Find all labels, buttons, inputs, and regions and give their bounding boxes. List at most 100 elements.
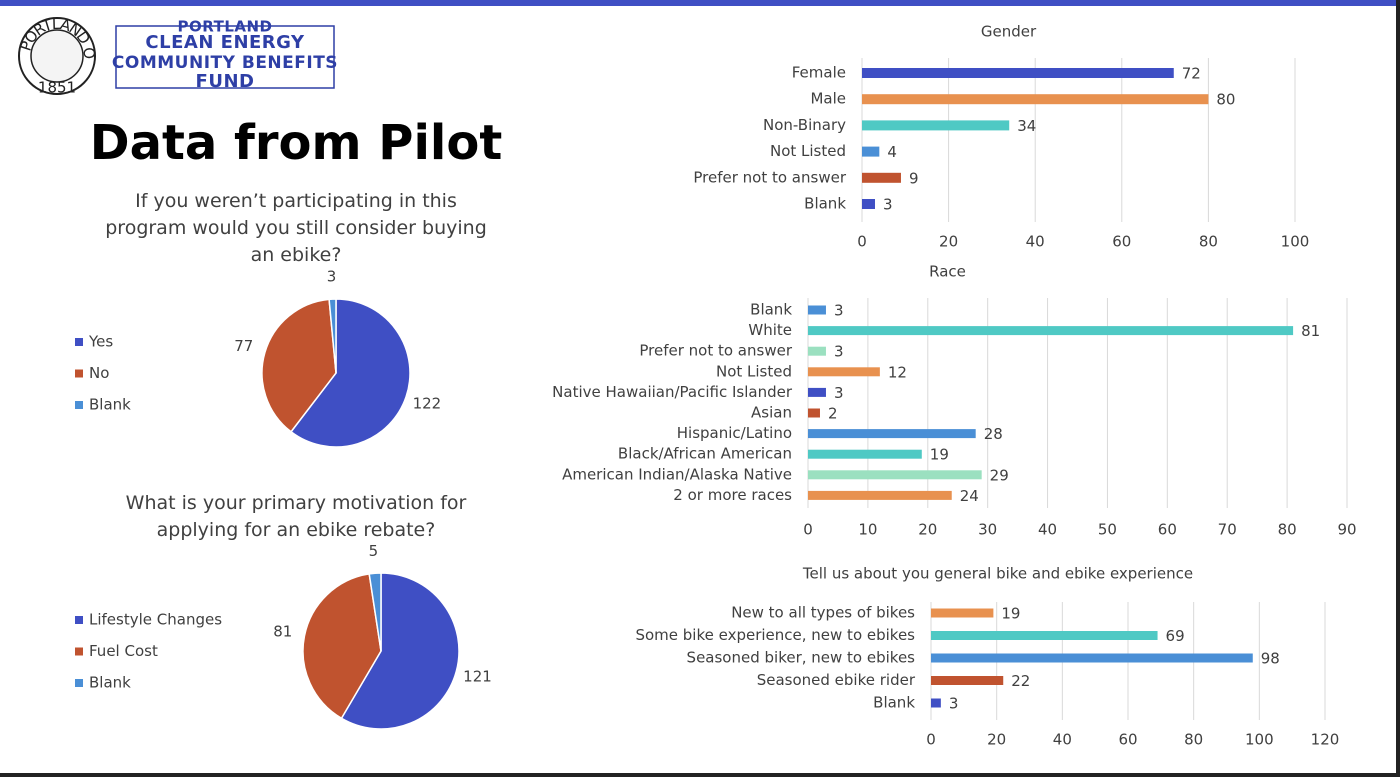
y-tick-label: Blank: [873, 694, 915, 712]
chart-title: If you weren’t participating in this pro…: [105, 190, 487, 266]
x-tick-label: 90: [1337, 521, 1356, 539]
x-tick-label: 0: [803, 521, 813, 539]
pie-slice: [302, 573, 382, 720]
legend-marker: [75, 616, 83, 624]
bar: [808, 367, 880, 377]
x-tick-label: 60: [1112, 233, 1131, 251]
x-tick-label: 80: [1278, 521, 1297, 539]
legend-marker: [75, 647, 83, 656]
y-tick-label: Female: [792, 64, 846, 82]
x-tick-label: 0: [926, 731, 936, 749]
chart-title: Tell us about you general bike and ebike…: [802, 565, 1193, 583]
x-tick-label: 80: [1199, 233, 1218, 251]
legend-marker: [75, 401, 83, 409]
x-tick-label: 30: [978, 521, 997, 539]
seal: CITY OF PORTLAND OREGON 1851: [0, 0, 99, 97]
bar: [808, 326, 1294, 336]
x-tick-label: 20: [918, 521, 937, 539]
x-tick-label: 100: [1281, 233, 1310, 251]
y-tick-label: Prefer not to answer: [693, 168, 846, 186]
bar: [931, 676, 1004, 685]
y-tick-label: Seasoned ebike rider: [757, 671, 916, 689]
x-tick-label: 50: [1098, 521, 1117, 539]
y-tick-label: Some bike experience, new to ebikes: [635, 626, 915, 644]
x-tick-label: 100: [1245, 731, 1274, 749]
y-tick-label: American Indian/Alaska Native: [562, 465, 792, 483]
legend-marker: [75, 679, 83, 687]
y-tick-label: Non-Binary: [763, 116, 846, 134]
data-label: 3: [834, 302, 844, 320]
data-label: 80: [1216, 91, 1235, 109]
legend-label: Blank: [89, 396, 131, 414]
y-tick-label: Native Hawaiian/Pacific Islander: [552, 383, 793, 401]
bar: [808, 408, 820, 418]
bar: [931, 653, 1253, 663]
data-label: 3: [327, 268, 337, 286]
bar: [862, 146, 880, 157]
x-tick-label: 70: [1218, 521, 1237, 539]
x-tick-label: 20: [939, 233, 958, 251]
page-title: Data from Pilot: [90, 115, 503, 171]
data-label: 72: [1182, 65, 1201, 83]
bar: [931, 631, 1158, 640]
x-tick-label: 40: [1038, 521, 1057, 539]
legend-label: Blank: [89, 674, 131, 692]
top-bar: [0, 0, 1400, 6]
bar: [808, 490, 952, 500]
bar: [808, 449, 922, 459]
x-tick-label: 60: [1158, 521, 1177, 539]
bar: [862, 94, 1209, 105]
data-label: 81: [1301, 322, 1320, 340]
logo-line: COMMUNITY BENEFITS: [112, 53, 338, 73]
data-label: 3: [834, 343, 844, 361]
legend-label: Yes: [88, 333, 113, 351]
data-label: 28: [984, 425, 1003, 443]
data-label: 12: [888, 363, 907, 381]
bar: [862, 172, 901, 183]
x-tick-label: 120: [1311, 731, 1340, 749]
bar: [931, 698, 941, 708]
logo-line: CLEAN ENERGY: [145, 32, 305, 53]
data-label: 77: [234, 337, 253, 355]
pie-slice: [289, 298, 411, 448]
y-tick-label: White: [748, 321, 792, 339]
pie-slice: [368, 572, 382, 652]
data-label: 3: [883, 196, 893, 214]
data-label: 5: [369, 542, 379, 560]
logo-box: [115, 25, 335, 89]
bar: [808, 387, 826, 397]
y-tick-label: New to all types of bikes: [731, 604, 915, 622]
chart-title: Gender: [981, 23, 1037, 41]
bar: [808, 470, 982, 480]
legend-label: No: [89, 364, 109, 382]
data-label: 19: [1001, 605, 1020, 623]
data-label: 22: [1011, 672, 1030, 690]
logo-line: PORTLAND: [177, 18, 272, 36]
data-label: 24: [960, 487, 979, 505]
data-label: 19: [930, 446, 949, 464]
legend-marker: [75, 338, 83, 346]
data-label: 98: [1261, 650, 1280, 668]
y-tick-label: Prefer not to answer: [639, 342, 792, 360]
bar: [808, 346, 826, 356]
bar: [931, 608, 994, 618]
x-tick-label: 80: [1184, 731, 1203, 749]
x-tick-label: 0: [857, 233, 867, 251]
pie-slice: [340, 572, 460, 730]
y-tick-label: Not Listed: [716, 362, 792, 380]
data-label: 29: [990, 466, 1009, 484]
pie-slice: [328, 298, 337, 374]
data-label: 81: [273, 623, 292, 641]
logo-line: FUND: [196, 71, 255, 92]
y-tick-label: 2 or more races: [673, 486, 792, 504]
chart-title: Race: [929, 263, 966, 281]
data-label: 2: [828, 405, 838, 423]
x-tick-label: 40: [1026, 233, 1045, 251]
y-tick-label: Male: [810, 90, 846, 108]
legend-marker: [75, 369, 83, 378]
data-label: 9: [909, 169, 919, 187]
data-label: 4: [887, 143, 897, 161]
y-tick-label: Blank: [750, 301, 792, 319]
